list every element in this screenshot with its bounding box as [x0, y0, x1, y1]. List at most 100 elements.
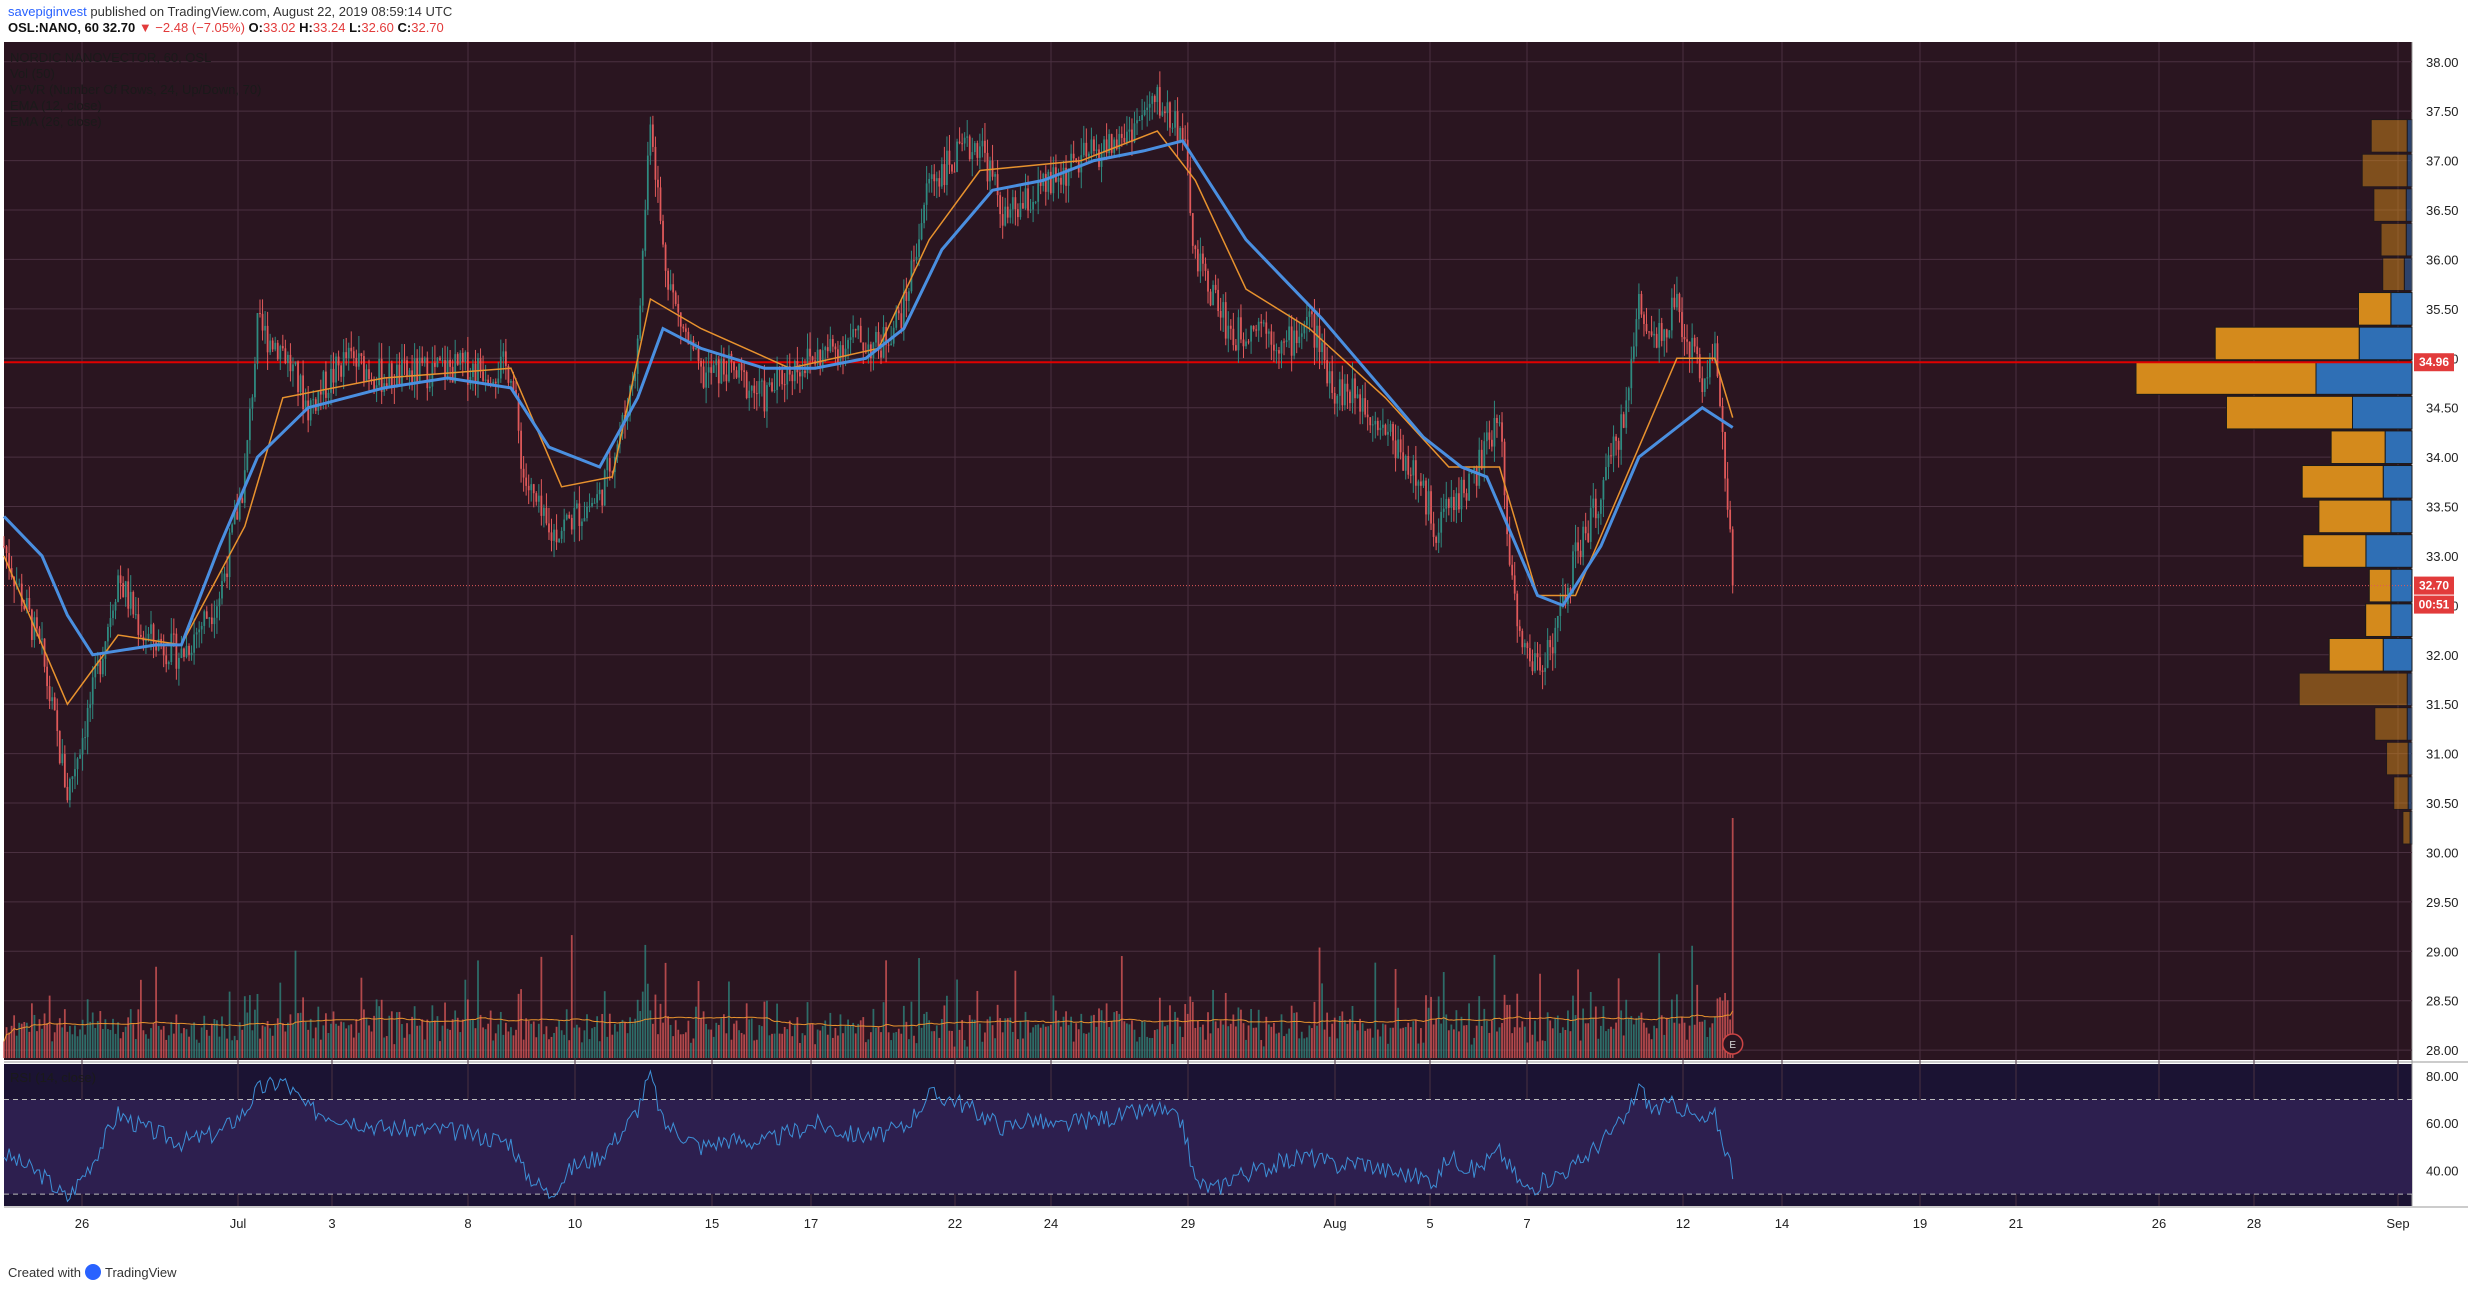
volume-bar	[839, 1014, 842, 1058]
candle-body	[1191, 213, 1194, 246]
volume-bar	[5, 1027, 8, 1058]
candle-body	[1493, 417, 1496, 447]
volume-bar	[766, 1000, 768, 1058]
volume-bar	[654, 994, 657, 1058]
volume-bar	[811, 1023, 814, 1058]
volume-bar	[603, 991, 606, 1058]
ohlc-line: OSL:NANO, 60 32.70 ▼ −2.48 (−7.05%) O:33…	[8, 20, 452, 36]
candle-body	[28, 598, 31, 610]
volume-bar	[1693, 1024, 1696, 1058]
volume-bar	[1721, 1000, 1724, 1058]
candle-body	[1501, 422, 1503, 442]
volume-bar	[981, 1041, 984, 1058]
volume-bar	[502, 1034, 505, 1058]
candle-body	[1414, 460, 1417, 486]
candle-body	[684, 328, 687, 332]
volume-bar	[1574, 1015, 1577, 1058]
volume-bar	[1397, 1007, 1399, 1058]
candle-body	[1196, 249, 1199, 272]
volume-bar	[738, 1030, 740, 1058]
candle-body	[226, 573, 228, 578]
candle-body	[1257, 321, 1260, 331]
volume-bar	[791, 1036, 794, 1058]
volume-bar	[117, 1022, 119, 1058]
volume-bar	[388, 1015, 391, 1058]
candle-body	[1341, 379, 1344, 406]
candle-body	[1627, 388, 1630, 401]
candle-body	[246, 440, 249, 471]
candle-body	[1460, 479, 1463, 510]
candle-body	[900, 313, 903, 329]
volume-bar	[928, 1020, 931, 1058]
candle-body	[418, 357, 421, 383]
candle-body	[783, 384, 786, 386]
volume-bar	[776, 1003, 778, 1058]
tradingview-brand[interactable]: TradingView	[104, 1264, 177, 1280]
candle-body	[1204, 263, 1207, 271]
volume-bar	[1407, 1022, 1410, 1058]
candle-body	[1622, 414, 1625, 428]
volume-bar	[350, 1024, 353, 1058]
volume-bar	[824, 1020, 827, 1058]
candle-body	[1037, 181, 1040, 202]
volume-bar	[1698, 1021, 1701, 1058]
vpvr-up-bar	[2358, 326, 2413, 361]
volume-bar	[426, 1019, 429, 1058]
candle-body	[327, 392, 330, 398]
volume-bar	[852, 1022, 855, 1058]
volume-bar	[730, 1039, 733, 1058]
candle-body	[1480, 449, 1483, 469]
candle-body	[8, 553, 10, 569]
volume-bar	[203, 1015, 206, 1058]
candle-body	[1049, 171, 1052, 194]
volume-bar	[1273, 1022, 1275, 1058]
volume-bar	[1402, 1027, 1405, 1058]
candle-body	[1549, 640, 1552, 648]
candle-body	[1691, 337, 1694, 358]
vpvr-up-bar	[2406, 153, 2413, 188]
volume-bar	[289, 1014, 292, 1058]
candle-body	[390, 363, 393, 386]
candle-body	[745, 371, 748, 399]
candle-body	[56, 710, 59, 731]
volume-bar	[1214, 1021, 1217, 1058]
volume-bar	[935, 1025, 938, 1058]
candle-body	[1328, 371, 1331, 384]
candle-body	[1174, 111, 1176, 128]
volume-bar	[373, 1015, 375, 1058]
candle-body	[978, 146, 981, 158]
volume-bar	[649, 1010, 652, 1058]
volume-bar	[1143, 1021, 1146, 1058]
candle-body	[1207, 270, 1209, 292]
chart-container[interactable]: E 28.00 28.50 29.00 29.50 30.00 30.50 31.00 31.…	[0, 40, 2468, 1254]
candle-body	[1731, 529, 1734, 586]
candle-body	[1222, 302, 1225, 318]
volume-bar	[1686, 1039, 1688, 1058]
volume-bar	[236, 1040, 239, 1058]
volume-bar	[1460, 1016, 1463, 1058]
price-pane-background	[4, 42, 2412, 1060]
candle-body	[824, 347, 827, 351]
volume-bar	[325, 1013, 327, 1058]
candle-body	[507, 366, 510, 383]
volume-bar	[1209, 1033, 1212, 1058]
volume-bar	[994, 1038, 996, 1058]
volume-bar	[418, 1025, 421, 1058]
volume-bar	[940, 1019, 943, 1058]
candle-body	[1409, 474, 1412, 476]
volume-bar	[1714, 1016, 1716, 1058]
candle-body	[1027, 188, 1029, 211]
candle-body	[152, 624, 155, 643]
candle-body	[406, 360, 408, 376]
time-tick-label: 3	[328, 1216, 335, 1231]
volume-bar	[910, 1001, 913, 1058]
volume-bar	[200, 1027, 203, 1058]
candle-body	[345, 352, 348, 359]
price-chart[interactable]: E 28.00 28.50 29.00 29.50 30.00 30.50 31.00 31.…	[0, 40, 2468, 1254]
candle-body	[842, 345, 844, 358]
candle-body	[1594, 498, 1597, 519]
candle-body	[1199, 253, 1202, 272]
publisher-name[interactable]: savepiginvest	[8, 4, 87, 19]
volume-bar	[231, 1040, 234, 1058]
vpvr-down-bar	[2382, 257, 2405, 292]
